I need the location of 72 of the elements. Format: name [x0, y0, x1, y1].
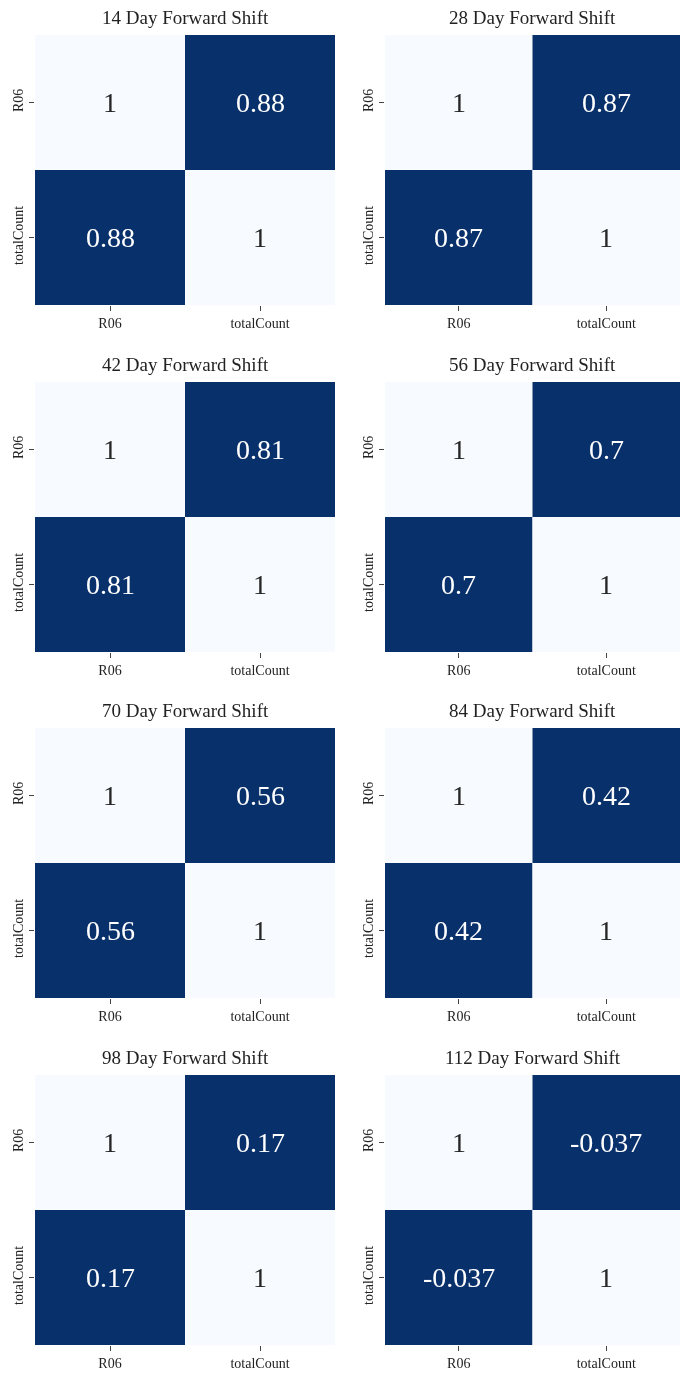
x-tick-label: totalCount	[576, 315, 636, 331]
data-label: 0.88	[86, 222, 135, 253]
data-label: 0.87	[582, 87, 631, 118]
data-label: 0.7	[441, 569, 476, 600]
data-label: 0.56	[86, 915, 135, 946]
data-label: 0.81	[236, 434, 285, 465]
data-label: 0.17	[236, 1127, 285, 1158]
y-tick-label: R06	[11, 1128, 27, 1153]
y-tick-label: totalCount	[361, 552, 377, 612]
data-label: 0.42	[582, 780, 631, 811]
x-tick-label: totalCount	[230, 315, 290, 331]
x-tick-label: totalCount	[230, 1355, 290, 1371]
y-tick-label: R06	[361, 1128, 377, 1153]
chart-title: 42 Day Forward Shift	[102, 354, 269, 375]
y-tick-label: totalCount	[361, 1245, 377, 1305]
y-tick-label: R06	[11, 781, 27, 806]
data-label: 0.88	[236, 87, 285, 118]
x-tick-label: R06	[447, 1355, 471, 1371]
data-label: 1	[599, 1262, 613, 1293]
x-tick-label: R06	[98, 315, 122, 331]
data-label: 1	[103, 434, 117, 465]
data-label: 0.42	[434, 915, 483, 946]
data-label: 1	[452, 87, 466, 118]
chart-title: 70 Day Forward Shift	[102, 700, 269, 721]
x-tick-label: totalCount	[230, 662, 290, 678]
x-tick-label: R06	[447, 662, 471, 678]
x-tick-label: R06	[98, 1355, 122, 1371]
y-tick-label: R06	[11, 88, 27, 113]
data-label: -0.037	[570, 1127, 643, 1158]
x-tick-label: R06	[98, 662, 122, 678]
y-tick-label: totalCount	[11, 205, 27, 265]
y-tick-label: R06	[361, 435, 377, 460]
y-tick-label: R06	[361, 781, 377, 806]
data-label: 1	[103, 780, 117, 811]
data-label: 1	[452, 780, 466, 811]
y-tick-label: totalCount	[11, 1245, 27, 1305]
data-label: 0.81	[86, 569, 135, 600]
chart-title: 56 Day Forward Shift	[449, 354, 616, 375]
y-tick-label: totalCount	[11, 898, 27, 958]
chart-title: 98 Day Forward Shift	[102, 1047, 269, 1068]
chart-title: 28 Day Forward Shift	[449, 7, 616, 28]
chart-title: 112 Day Forward Shift	[445, 1047, 621, 1068]
x-tick-label: R06	[447, 315, 471, 331]
data-label: 0.7	[589, 434, 624, 465]
data-label: 0.87	[434, 222, 483, 253]
chart-title: 84 Day Forward Shift	[449, 700, 616, 721]
x-tick-label: totalCount	[576, 1355, 636, 1371]
y-tick-label: totalCount	[361, 898, 377, 958]
data-label: -0.037	[423, 1262, 496, 1293]
x-tick-label: totalCount	[230, 1008, 290, 1024]
y-tick-label: totalCount	[361, 205, 377, 265]
x-tick-label: totalCount	[576, 1008, 636, 1024]
data-label: 1	[452, 1127, 466, 1158]
data-label: 1	[103, 1127, 117, 1158]
data-label: 0.17	[86, 1262, 135, 1293]
y-tick-label: R06	[361, 88, 377, 113]
data-label: 1	[253, 569, 267, 600]
data-label: 1	[253, 222, 267, 253]
data-label: 1	[452, 434, 466, 465]
y-tick-label: totalCount	[11, 552, 27, 612]
data-label: 1	[599, 569, 613, 600]
data-label: 1	[103, 87, 117, 118]
data-label: 0.56	[236, 780, 285, 811]
data-label: 1	[599, 915, 613, 946]
x-tick-label: R06	[98, 1008, 122, 1024]
data-label: 1	[599, 222, 613, 253]
x-tick-label: totalCount	[576, 662, 636, 678]
data-label: 1	[253, 915, 267, 946]
chart-title: 14 Day Forward Shift	[102, 7, 269, 28]
y-tick-label: R06	[11, 435, 27, 460]
data-label: 1	[253, 1262, 267, 1293]
x-tick-label: R06	[447, 1008, 471, 1024]
